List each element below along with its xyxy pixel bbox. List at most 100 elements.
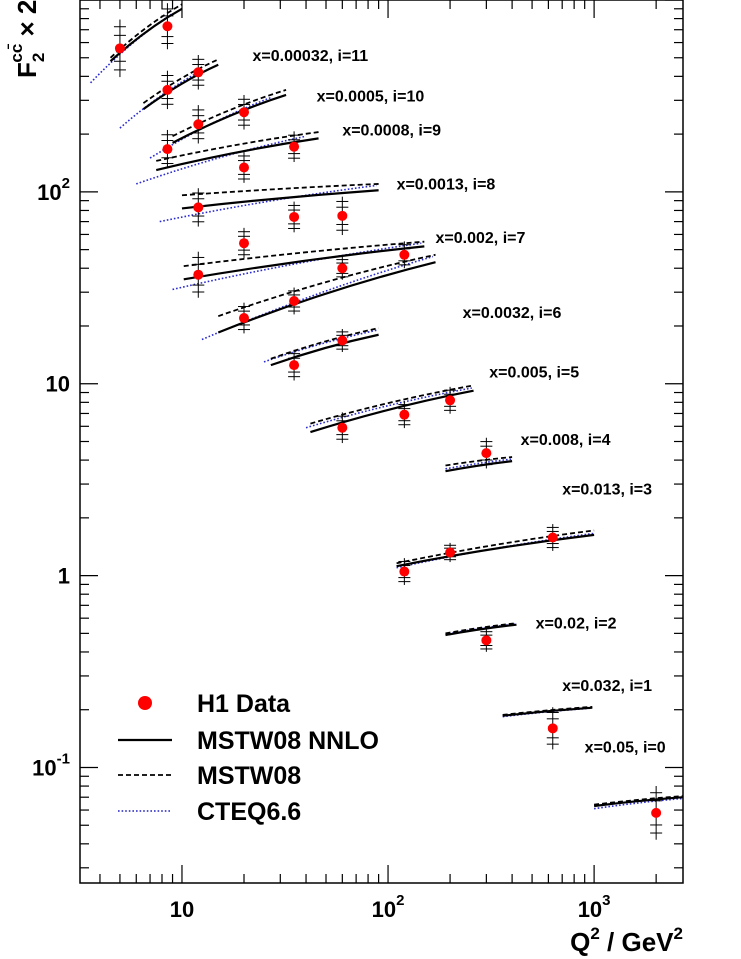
legend-entry-2: MSTW08	[118, 762, 301, 790]
data-marker	[337, 263, 348, 274]
data-point-bin-5-2	[398, 241, 411, 269]
data-point-bin-13-0	[650, 786, 663, 840]
data-marker	[162, 84, 173, 95]
bin-label-9: x=0.013, i=3	[562, 481, 652, 498]
bin-label-4: x=0.0013, i=8	[397, 176, 496, 193]
theory-solid-bin-9	[445, 460, 513, 473]
bin-label-12: x=0.05, i=0	[585, 739, 666, 756]
x-tick-label-2: 103	[578, 892, 611, 922]
x-axis-title: Q2 / GeV2	[570, 924, 683, 957]
data-point-bin-4-2	[336, 196, 349, 236]
data-point-bin-4-0	[192, 188, 205, 227]
theory-solid-bin-11	[445, 623, 517, 637]
data-marker	[651, 807, 662, 818]
theory-solid-bin-12	[502, 706, 593, 717]
bin-label-10: x=0.02, i=2	[536, 616, 617, 633]
theory-solid-bin-0	[109, 7, 183, 62]
data-marker	[289, 141, 300, 152]
theory-dashed-bin-2	[172, 89, 287, 138]
theory-dotted-bin-5	[172, 242, 422, 291]
data-marker	[114, 43, 125, 54]
data-marker	[193, 269, 204, 280]
theory-dotted-bin-0	[89, 12, 173, 84]
theory-dashed-bin-1	[142, 58, 219, 104]
theory-solid-bin-1	[142, 63, 219, 110]
data-marker	[445, 547, 456, 558]
data-point-bin-8-2	[444, 386, 457, 414]
data-marker	[289, 295, 300, 306]
data-points	[113, 3, 663, 840]
bin-label-3: x=0.0008, i=9	[342, 122, 441, 139]
data-point-bin-10-2	[546, 524, 559, 551]
theory-dotted-bin-6	[201, 255, 434, 341]
data-point-bin-12-0	[546, 707, 559, 750]
theory-dotted-bin-7	[263, 329, 377, 363]
legend-label: MSTW08	[197, 762, 301, 790]
axes: 10 102 103 10-1 1 10 102 Q2 / GeV2 F2cc̄ × 2	[7, 0, 683, 957]
theory-dashed-bin-9	[445, 456, 513, 467]
data-marker	[162, 21, 173, 32]
data-point-bin-7-0	[288, 349, 301, 381]
data-point-bin-1-1	[192, 55, 205, 90]
y-tick-label-2: 10	[46, 372, 70, 397]
theory-dashed-bin-4	[181, 183, 379, 197]
data-marker	[193, 202, 204, 213]
bin-label-8: x=0.008, i=4	[521, 432, 611, 449]
legend: H1 Data MSTW08 NNLO MSTW08 CTEQ6.6	[118, 690, 379, 826]
legend-entry-0: H1 Data	[138, 690, 291, 718]
data-marker	[193, 67, 204, 78]
data-marker	[547, 532, 558, 543]
theory-solid-bin-2	[172, 93, 287, 144]
theory-dashed-bin-6	[217, 253, 436, 318]
data-marker	[337, 335, 348, 346]
data-marker	[337, 422, 348, 433]
data-marker	[337, 210, 348, 221]
data-point-bin-3-0	[161, 129, 174, 169]
theory-dashed-bin-10	[396, 529, 595, 565]
theory-solid-bin-3	[155, 137, 319, 172]
data-point-bin-5-0	[192, 251, 205, 298]
y-tick-label-1: 1	[58, 564, 70, 589]
tick-exponent: 2	[62, 175, 70, 192]
data-marker	[193, 119, 204, 130]
data-marker	[399, 566, 410, 577]
data-point-bin-5-1	[238, 227, 251, 259]
data-marker	[239, 238, 250, 249]
data-point-bin-1-0	[161, 70, 174, 110]
bin-label-2: x=0.0005, i=10	[317, 89, 425, 106]
theory-dotted-bin-3	[135, 135, 307, 185]
bin-label-5: x=0.002, i=7	[436, 230, 526, 247]
theory-dashed-bin-5	[183, 240, 425, 268]
bin-labels: x=0.0002, i=12x=0.00032, i=11x=0.0005, i…	[253, 48, 666, 756]
data-point-bin-8-1	[398, 401, 411, 429]
data-marker	[289, 360, 300, 371]
data-point-bin-3-1	[238, 152, 251, 183]
data-point-bin-8-0	[336, 412, 349, 444]
data-point-bin-2-1	[238, 94, 251, 130]
data-marker	[399, 249, 410, 260]
theory-solid-bin-4	[181, 189, 379, 210]
data-point-bin-11-0	[480, 628, 493, 652]
theory-solid-bin-5	[183, 245, 425, 281]
theory-solid-bin-7	[270, 333, 379, 367]
theory-solid-bin-10	[396, 533, 595, 568]
data-point-bin-0-1	[161, 3, 174, 50]
theory-dashed-bin-7	[270, 327, 379, 360]
x-tick-label-0: 10	[170, 897, 194, 922]
data-point-bin-10-1	[444, 542, 457, 563]
legend-label: CTEQ6.6	[197, 798, 301, 826]
theory-dashed-bin-8	[310, 384, 474, 425]
bin-label-1: x=0.00032, i=11	[253, 48, 369, 65]
bin-label-11: x=0.032, i=1	[562, 678, 652, 695]
data-point-bin-9-0	[480, 437, 493, 469]
data-marker	[289, 211, 300, 222]
tick-exponent: 2	[396, 892, 404, 909]
data-marker	[445, 395, 456, 406]
theory-dashed-bin-11	[445, 622, 517, 635]
y-tick-label-0: 10-1	[32, 750, 70, 780]
legend-marker	[138, 696, 152, 710]
data-point-bin-2-0	[192, 105, 205, 144]
x-tick-label-1: 102	[372, 892, 405, 922]
data-point-bin-4-1	[288, 201, 301, 233]
